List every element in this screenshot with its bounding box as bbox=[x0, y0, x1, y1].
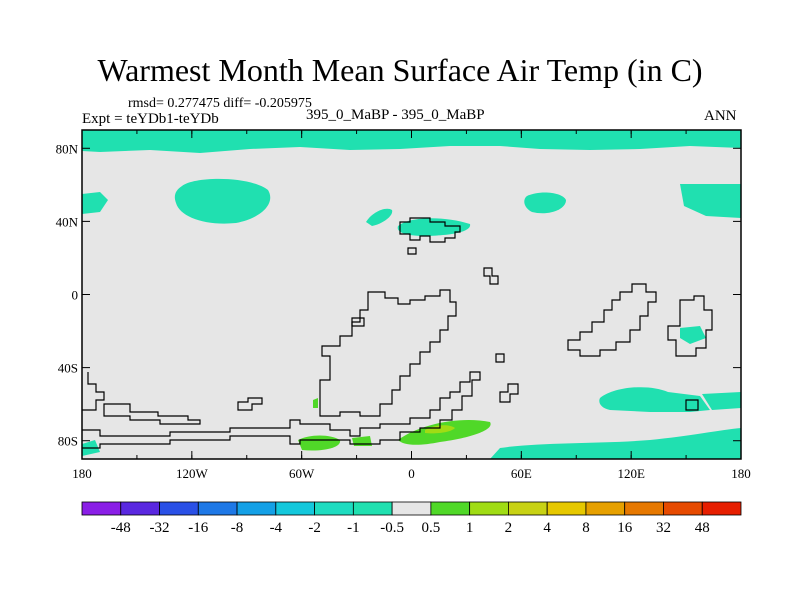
experiment-label: Expt = teYDb1-teYDb bbox=[82, 111, 219, 127]
colorbar-box bbox=[624, 501, 664, 516]
colorbar-box bbox=[352, 501, 393, 516]
colorbar-label: 48 bbox=[695, 520, 710, 536]
colorbar-label: 2 bbox=[505, 520, 513, 536]
positive-anomaly-regions bbox=[298, 398, 491, 451]
colorbar-box bbox=[81, 501, 122, 516]
colorbar-box bbox=[663, 501, 703, 516]
southern-landmass-coast bbox=[103, 403, 201, 425]
colorbar-box bbox=[508, 501, 548, 516]
antarctic-east-anomaly bbox=[490, 428, 741, 459]
case-label: 395_0_MaBP - 395_0_MaBP bbox=[306, 107, 485, 123]
colorbar-box bbox=[469, 501, 509, 516]
colorbar-label: 32 bbox=[656, 520, 671, 536]
europe-anomaly bbox=[397, 218, 471, 236]
africa-south-america-coast bbox=[319, 289, 457, 417]
y-tick-label: 40S bbox=[58, 361, 78, 376]
colorbar-box bbox=[585, 501, 626, 516]
coastlines bbox=[82, 217, 713, 449]
colorbar-label: -2 bbox=[308, 520, 321, 536]
colorbar-box bbox=[159, 501, 199, 516]
north-america-anomaly bbox=[174, 178, 271, 224]
antarctic-peninsula-anomaly bbox=[298, 435, 341, 451]
pacific-patch bbox=[680, 326, 706, 344]
asia-coast bbox=[567, 283, 657, 357]
dronning-maud-anomaly bbox=[398, 420, 491, 445]
y-tick-label: 0 bbox=[72, 288, 79, 303]
colorbar-label: 16 bbox=[617, 520, 633, 536]
island-coast-d bbox=[495, 353, 505, 363]
atlantic-patch bbox=[366, 208, 393, 226]
stats-text: rmsd= 0.277475 diff= -0.205975 bbox=[128, 96, 312, 111]
colorbar-box bbox=[314, 501, 354, 516]
island-coast-g bbox=[685, 399, 699, 411]
colorbar-label: -16 bbox=[188, 520, 208, 536]
colorbar-label: -32 bbox=[150, 520, 170, 536]
west-edge-anomaly bbox=[82, 192, 108, 214]
south-atlantic-speck bbox=[313, 398, 318, 408]
colorbar-box bbox=[120, 501, 160, 516]
island-coast-a bbox=[407, 247, 417, 255]
southern-pacific-patch bbox=[702, 392, 741, 410]
island-coast-b bbox=[483, 267, 499, 285]
anomaly-fields bbox=[82, 130, 741, 459]
southern-indian-anomaly bbox=[599, 387, 710, 412]
colorbar-label: -4 bbox=[270, 520, 283, 536]
colorbar-box bbox=[391, 501, 432, 516]
colorbar-label: -8 bbox=[231, 520, 244, 536]
colorbar: -48 -32 -16 -8 -4 -2 -1 -0.5 0.5 1 2 4 8 16 32 48 bbox=[81, 501, 742, 536]
colorbar-label: 8 bbox=[582, 520, 590, 536]
plot-title: Warmest Month Mean Surface Air Temp (in … bbox=[97, 52, 703, 88]
x-axis: 180 120W 60W 0 60E 120E 180 bbox=[72, 130, 751, 481]
colorbar-box bbox=[197, 501, 238, 516]
strong-positive-patch bbox=[425, 425, 455, 434]
period-label: ANN bbox=[704, 108, 737, 124]
x-tick-label: 60W bbox=[289, 466, 315, 481]
colorbar-box bbox=[546, 501, 587, 516]
colorbar-label: -48 bbox=[111, 520, 131, 536]
x-tick-label: 60E bbox=[511, 466, 532, 481]
y-tick-label: 40N bbox=[56, 214, 79, 229]
colorbar-box bbox=[275, 501, 315, 516]
colorbar-label: 1 bbox=[466, 520, 474, 536]
x-tick-label: 180 bbox=[731, 466, 751, 481]
pacific-coast bbox=[667, 295, 713, 357]
colorbar-box bbox=[430, 501, 471, 516]
y-tick-label: 80N bbox=[56, 141, 79, 156]
colorbar-box bbox=[236, 501, 277, 516]
colorbar-box bbox=[701, 501, 742, 516]
y-tick-label: 80S bbox=[58, 434, 78, 449]
island-coast-c bbox=[351, 317, 365, 327]
negative-anomaly-regions bbox=[82, 130, 741, 459]
island-coast-f bbox=[499, 383, 519, 403]
x-tick-label: 120W bbox=[176, 466, 209, 481]
colorbar-label: -0.5 bbox=[380, 520, 404, 536]
west-peninsula-coast bbox=[82, 372, 105, 411]
y-axis: 80N 40N 0 40S 80S bbox=[56, 141, 741, 449]
europe-coast bbox=[399, 217, 461, 243]
x-tick-label: 120E bbox=[617, 466, 645, 481]
island-coast-e bbox=[237, 397, 263, 411]
colorbar-label: 0.5 bbox=[422, 520, 441, 536]
colorbar-label: 4 bbox=[543, 520, 551, 536]
colorbar-label: -1 bbox=[347, 520, 360, 536]
asia-anomaly bbox=[524, 192, 566, 214]
strong-positive-anomaly bbox=[425, 425, 455, 434]
east-edge-anomaly bbox=[680, 184, 741, 218]
x-tick-label: 180 bbox=[72, 466, 92, 481]
antarctica-coast bbox=[82, 371, 481, 449]
x-tick-label: 0 bbox=[408, 466, 415, 481]
arctic-anomaly bbox=[82, 130, 741, 153]
